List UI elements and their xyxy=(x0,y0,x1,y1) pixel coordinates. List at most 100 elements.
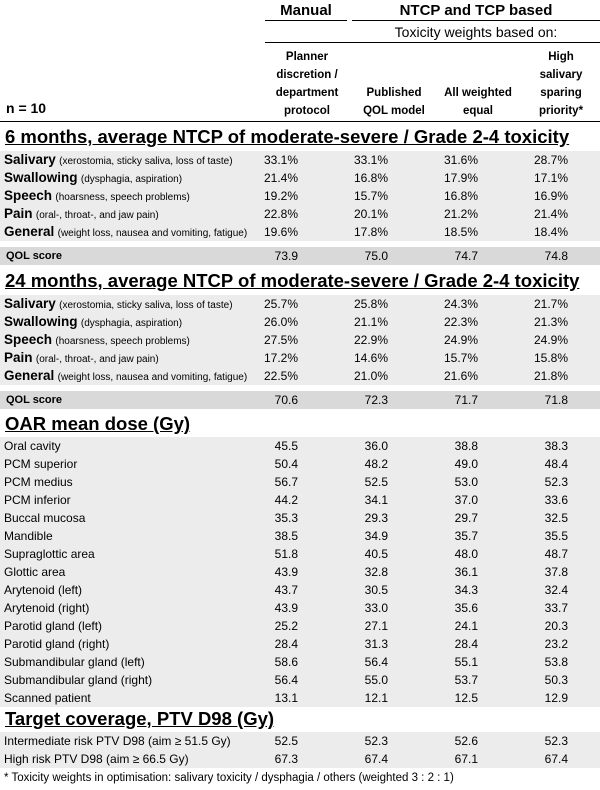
manual-header: Manual xyxy=(280,2,332,19)
section-24-months-rows: Salivary (xerostomia, sticky saliva, los… xyxy=(0,295,600,409)
value-cell: 51.8 xyxy=(274,547,298,561)
row-label: PCM medius xyxy=(4,475,73,489)
toxicity-description: (hoarsness, speech problems) xyxy=(55,336,190,347)
value-cell: 25.8% xyxy=(353,297,388,311)
column-header-line: salivary xyxy=(539,69,583,81)
value-cell: 25.2 xyxy=(274,619,298,633)
value-cell: 15.8% xyxy=(533,351,568,365)
row-label: Pain (oral-, throat-, and jaw pain) xyxy=(4,349,159,369)
value-cell: 18.4% xyxy=(533,225,568,239)
qol-score-value: 72.3 xyxy=(364,393,388,407)
value-cell: 50.4 xyxy=(274,457,298,471)
qol-score-value: 70.6 xyxy=(274,393,298,407)
section-target-rows: Intermediate risk PTV D98 (aim ≥ 51.5 Gy… xyxy=(0,732,600,768)
value-cell: 27.1 xyxy=(364,619,388,633)
value-cell: 38.3 xyxy=(544,439,568,453)
column-header-line: department xyxy=(275,87,339,99)
value-cell: 29.7 xyxy=(454,511,478,525)
table-row: Swallowing (dysphagia, aspiration) 21.4% 1… xyxy=(0,169,600,187)
value-cell: 31.6% xyxy=(443,153,478,167)
qol-score-value: 75.0 xyxy=(364,249,388,263)
table-row: PCM medius 56.7 52.5 53.0 52.3 xyxy=(0,473,600,491)
value-cell: 32.4 xyxy=(544,583,568,597)
row-label: Oral cavity xyxy=(4,439,61,453)
column-header-line: sparing xyxy=(540,87,582,99)
qol-score-value: 71.8 xyxy=(544,393,568,407)
row-label: Swallowing (dysphagia, aspiration) xyxy=(4,169,182,189)
table-row: Buccal mucosa 35.3 29.3 29.7 32.5 xyxy=(0,509,600,527)
column-header-line: Published xyxy=(366,87,422,99)
value-cell: 67.4 xyxy=(544,752,568,766)
table-row: Mandible 38.5 34.9 35.7 35.5 xyxy=(0,527,600,545)
row-label: PCM superior xyxy=(4,457,78,471)
value-cell: 17.8% xyxy=(353,225,388,239)
row-label: Salivary (xerostomia, sticky saliva, los… xyxy=(4,151,233,171)
value-cell: 21.0% xyxy=(353,369,388,383)
value-cell: 45.5 xyxy=(274,439,298,453)
row-label: Arytenoid (left) xyxy=(4,583,83,597)
qol-score-label: QOL score xyxy=(6,250,63,262)
value-cell: 35.7 xyxy=(454,529,478,543)
toxicity-description: (hoarsness, speech problems) xyxy=(55,192,190,203)
value-cell: 33.1% xyxy=(353,153,388,167)
value-cell: 32.5 xyxy=(544,511,568,525)
toxicity-description: (weight loss, nausea and vomiting, fatig… xyxy=(57,372,248,383)
column-header-line: All weighted xyxy=(444,87,512,99)
value-cell: 43.7 xyxy=(274,583,298,597)
column-header-planner: Planner discretion / department protocol xyxy=(265,48,349,120)
value-cell: 17.1% xyxy=(533,171,568,185)
row-label: Parotid gland (left) xyxy=(4,619,103,633)
value-cell: 22.8% xyxy=(263,207,298,221)
table-row: Pain (oral-, throat-, and jaw pain) 22.8%… xyxy=(0,205,600,223)
value-cell: 30.5 xyxy=(364,583,388,597)
row-label: Submandibular gland (left) xyxy=(4,655,145,669)
value-cell: 34.3 xyxy=(454,583,478,597)
table-row: Salivary (xerostomia, sticky saliva, los… xyxy=(0,151,600,169)
ntcp-tcp-header: NTCP and TCP based xyxy=(399,2,553,19)
row-label: Glottic area xyxy=(4,565,66,579)
value-cell: 33.6 xyxy=(544,493,568,507)
table-row: Scanned patient 13.1 12.1 12.5 12.9 xyxy=(0,689,600,707)
column-header-line: High xyxy=(548,51,574,63)
table-row: Parotid gland (left) 25.2 27.1 24.1 20.3 xyxy=(0,617,600,635)
qol-score-value: 74.8 xyxy=(544,249,568,263)
toxicity-description: (xerostomia, sticky saliva, loss of tast… xyxy=(59,300,233,311)
table-row: Swallowing (dysphagia, aspiration) 26.0% 2… xyxy=(0,313,600,331)
value-cell: 21.8% xyxy=(533,369,568,383)
table-row: General (weight loss, nausea and vomitin… xyxy=(0,367,600,385)
value-cell: 48.2 xyxy=(364,457,388,471)
table-row: High risk PTV D98 (aim ≥ 66.5 Gy) 67.3 67.… xyxy=(0,750,600,768)
toxicity-name: Pain xyxy=(4,350,33,365)
value-cell: 53.8 xyxy=(544,655,568,669)
value-cell: 52.5 xyxy=(364,475,388,489)
value-cell: 37.8 xyxy=(544,565,568,579)
value-cell: 34.9 xyxy=(364,529,388,543)
value-cell: 33.7 xyxy=(544,601,568,615)
value-cell: 16.8% xyxy=(443,189,478,203)
value-cell: 34.1 xyxy=(364,493,388,507)
toxicity-description: (weight loss, nausea and vomiting, fatig… xyxy=(57,228,248,239)
value-cell: 14.6% xyxy=(353,351,388,365)
value-cell: 38.5 xyxy=(274,529,298,543)
footnote: * Toxicity weights in optimisation: sali… xyxy=(4,772,454,784)
value-cell: 52.3 xyxy=(544,734,568,748)
qol-score-row: QOL score 70.6 72.3 71.7 71.8 xyxy=(0,391,600,409)
value-cell: 36.0 xyxy=(364,439,388,453)
toxicity-description: (xerostomia, sticky saliva, loss of tast… xyxy=(59,156,233,167)
value-cell: 56.4 xyxy=(274,673,298,687)
value-cell: 48.4 xyxy=(544,457,568,471)
value-cell: 52.5 xyxy=(274,734,298,748)
toxicity-name: General xyxy=(4,224,55,239)
value-cell: 48.0 xyxy=(454,547,478,561)
section-title-6-months: 6 months, average NTCP of moderate-sever… xyxy=(5,126,570,147)
value-cell: 22.9% xyxy=(353,333,388,347)
value-cell: 20.1% xyxy=(353,207,388,221)
table-row: Speech (hoarsness, speech problems) 27.5%… xyxy=(0,331,600,349)
row-label: PCM inferior xyxy=(4,493,71,507)
table-row: PCM superior 50.4 48.2 49.0 48.4 xyxy=(0,455,600,473)
value-cell: 23.2 xyxy=(544,637,568,651)
value-cell: 22.5% xyxy=(263,369,298,383)
value-cell: 43.9 xyxy=(274,601,298,615)
value-cell: 35.5 xyxy=(544,529,568,543)
section-title-oar: OAR mean dose (Gy) xyxy=(5,413,191,434)
